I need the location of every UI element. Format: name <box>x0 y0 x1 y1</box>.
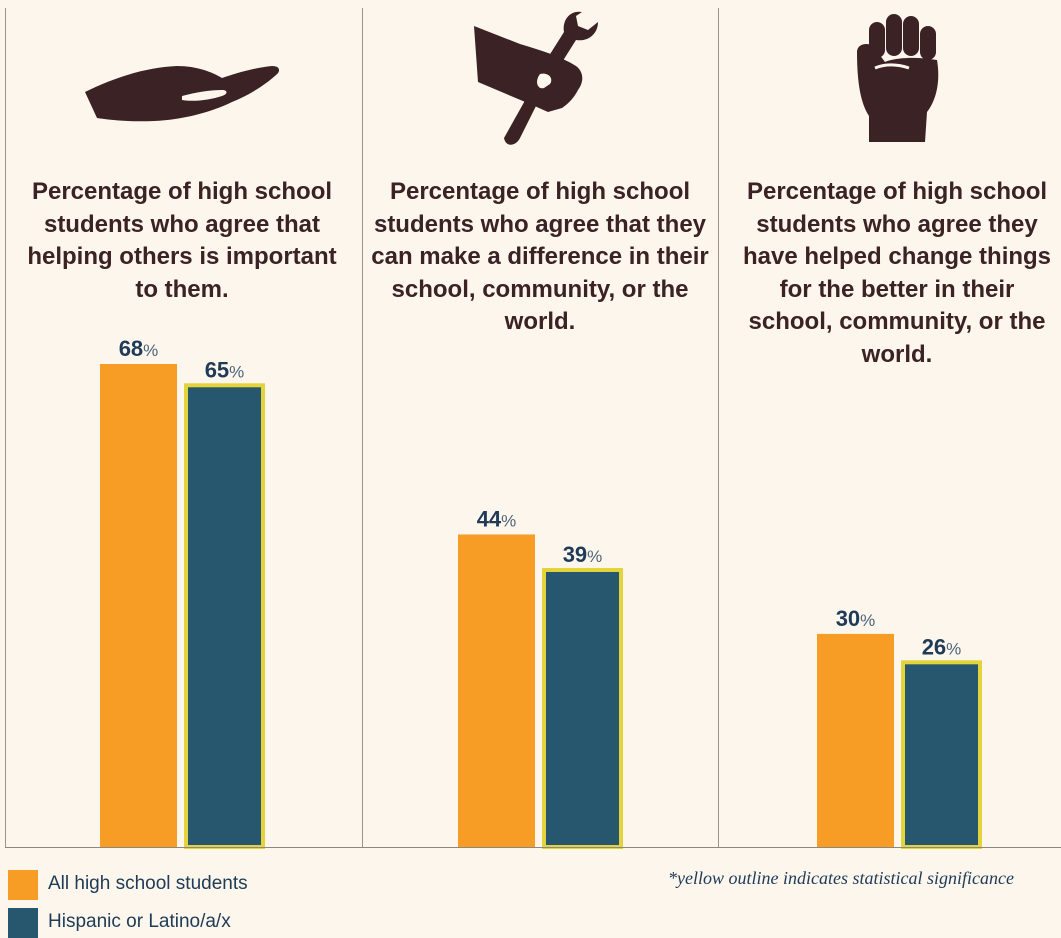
bar-hispanic-3 <box>901 660 982 850</box>
panel-divider-1 <box>362 8 363 848</box>
data-label-hispanic-3: 26% <box>922 634 962 659</box>
legend-swatch-hispanic <box>8 908 38 938</box>
significance-footnote: *yellow outline indicates statistical si… <box>668 868 1014 888</box>
bar-hispanic-1 <box>184 383 265 849</box>
bar-all-students-1 <box>100 364 177 847</box>
panel-title-make-difference: Percentage of high school students who a… <box>371 178 709 335</box>
data-label-hispanic-2: 39% <box>563 542 603 567</box>
data-label-all-students-3: 30% <box>836 606 876 631</box>
data-label-hispanic-1: 65% <box>205 357 245 382</box>
panel-divider-2 <box>718 8 719 848</box>
data-label-all-students-1: 68% <box>119 336 159 361</box>
open-hand-icon <box>85 66 280 122</box>
bar-all-students-2 <box>458 534 535 847</box>
chart-baseline <box>5 847 1061 848</box>
panel-title-helping-others: Percentage of high school students who a… <box>27 178 337 303</box>
raised-fist-icon <box>857 14 939 142</box>
hand-wrench-icon <box>474 11 598 145</box>
bar-hispanic-2 <box>542 567 623 849</box>
legend-swatch-all-students <box>8 870 38 900</box>
legend-label-hispanic: Hispanic or Latino/a/x <box>48 911 231 932</box>
legend-label-all-students: All high school students <box>48 873 248 894</box>
bar-all-students-3 <box>817 633 894 847</box>
panel-title-helped-change: Percentage of high school students who a… <box>742 178 1052 368</box>
panel-divider-left <box>5 8 6 848</box>
data-label-all-students-2: 44% <box>477 506 517 531</box>
